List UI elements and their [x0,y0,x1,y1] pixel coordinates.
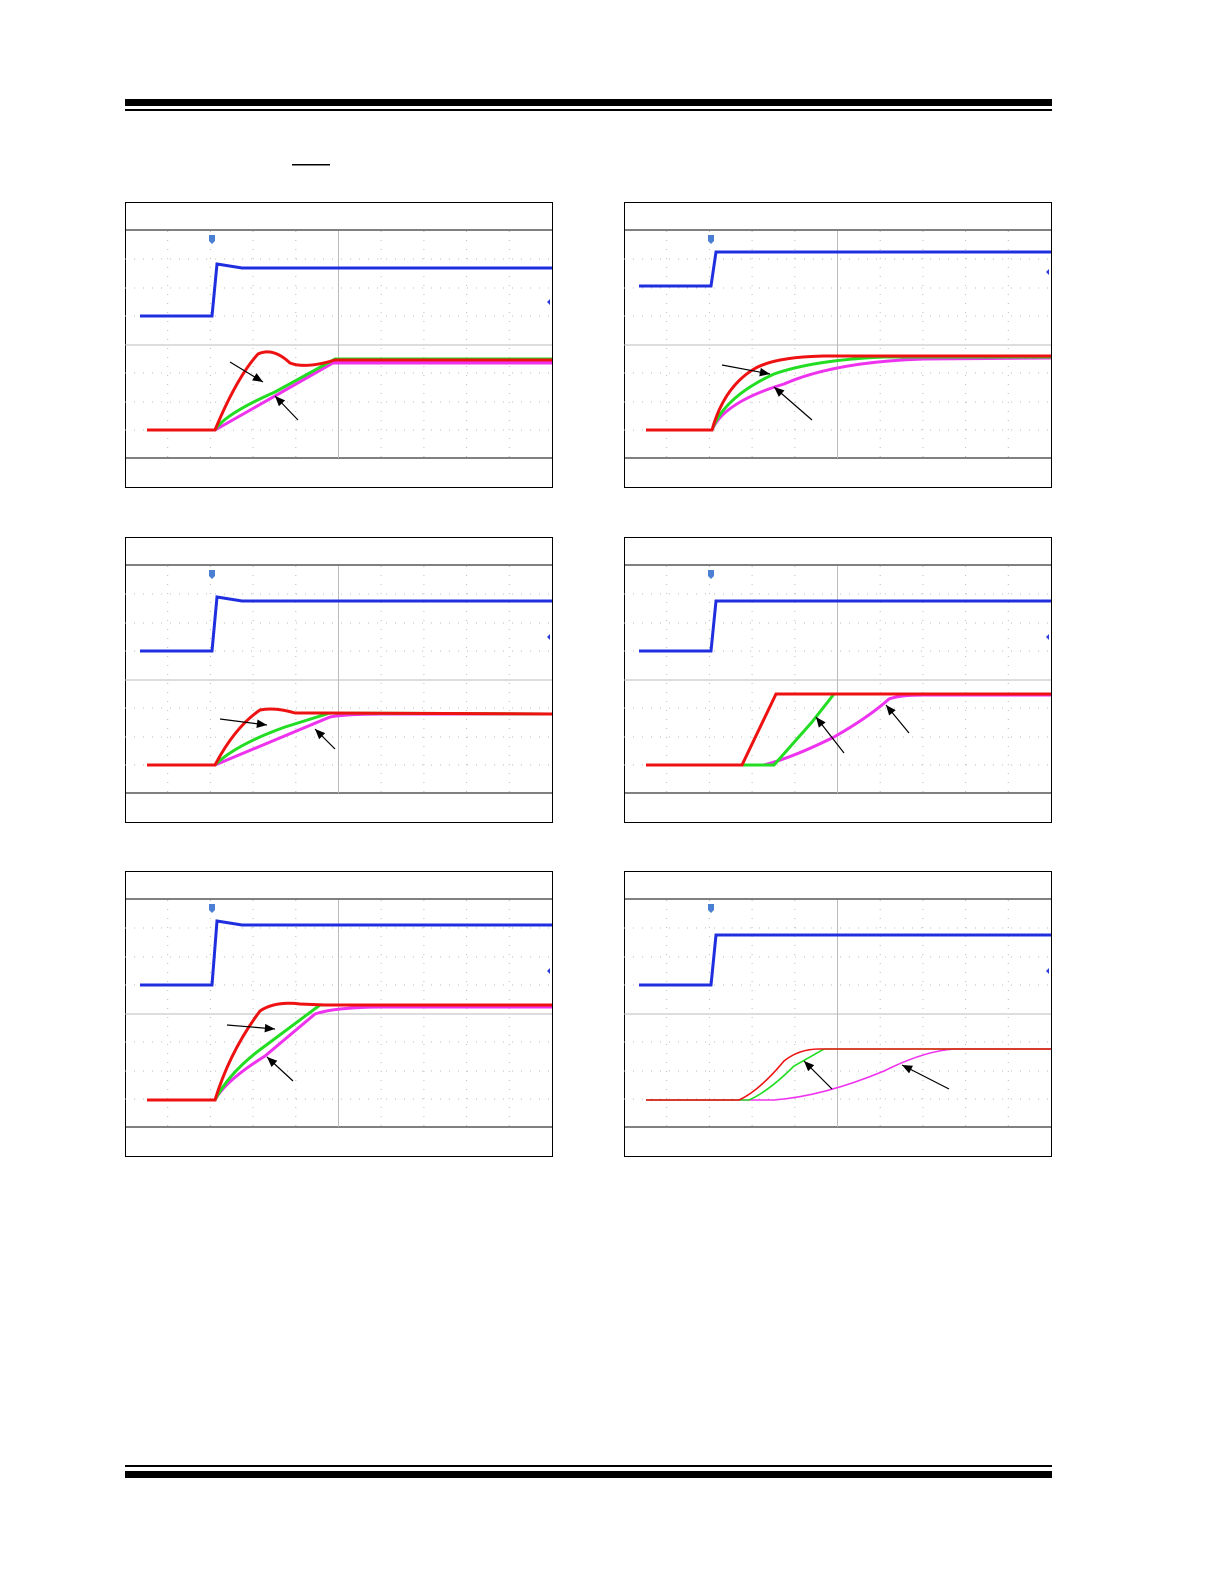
callout-arrowhead [275,396,286,407]
scope-panel [624,537,1052,823]
trace-blue [140,262,552,318]
callout-arrowhead [804,1061,815,1072]
overbar [292,164,330,166]
callout-arrowhead [902,1065,913,1074]
callout-arrowhead [759,367,770,377]
callout-arrowhead [886,705,896,716]
scope-panel [624,202,1052,488]
callout-arrowhead [816,717,826,728]
trace-blue [639,933,1051,987]
level-marker [1046,269,1049,275]
callout-arrowhead [252,373,263,382]
trace-blue [140,919,552,987]
level-marker [547,968,550,974]
trace-magenta [646,1048,1051,1101]
footer-rule-thick [125,1471,1052,1478]
callout-arrowhead [256,719,267,728]
callout-arrowhead [267,1057,278,1068]
level-marker [1046,968,1049,974]
level-marker [547,634,550,640]
header-rule-thick [125,99,1052,106]
trace-red [147,707,553,767]
scope-panel [125,202,553,488]
header-rule-thin [125,109,1052,111]
scope-panels [125,202,1052,1157]
trace-green [646,1048,1051,1101]
trigger-marker [708,904,714,913]
trace-magenta [646,356,1052,432]
trace-red [646,1048,1051,1101]
trigger-marker [209,570,215,579]
trace-red [646,692,1051,767]
trigger-marker [209,235,215,244]
trigger-marker [708,235,714,244]
trace-red [646,354,1051,432]
level-marker [1046,634,1049,640]
trace-red [147,1001,552,1102]
footer-rule-thin [125,1465,1052,1467]
trace-blue [140,595,552,653]
trace-green [646,355,1051,432]
trace-magenta [646,693,1051,767]
scope-panel [125,871,553,1157]
scope-panel [125,537,553,823]
callout-arrowhead [264,1023,275,1033]
callout-arrowhead [315,729,326,740]
trigger-marker [209,904,215,913]
trigger-marker [708,570,714,579]
trace-red [147,350,552,432]
trace-blue [639,599,1051,653]
scope-panel [624,871,1052,1157]
level-marker [547,299,550,305]
trace-blue [639,250,1051,288]
callout-arrowhead [774,387,785,397]
